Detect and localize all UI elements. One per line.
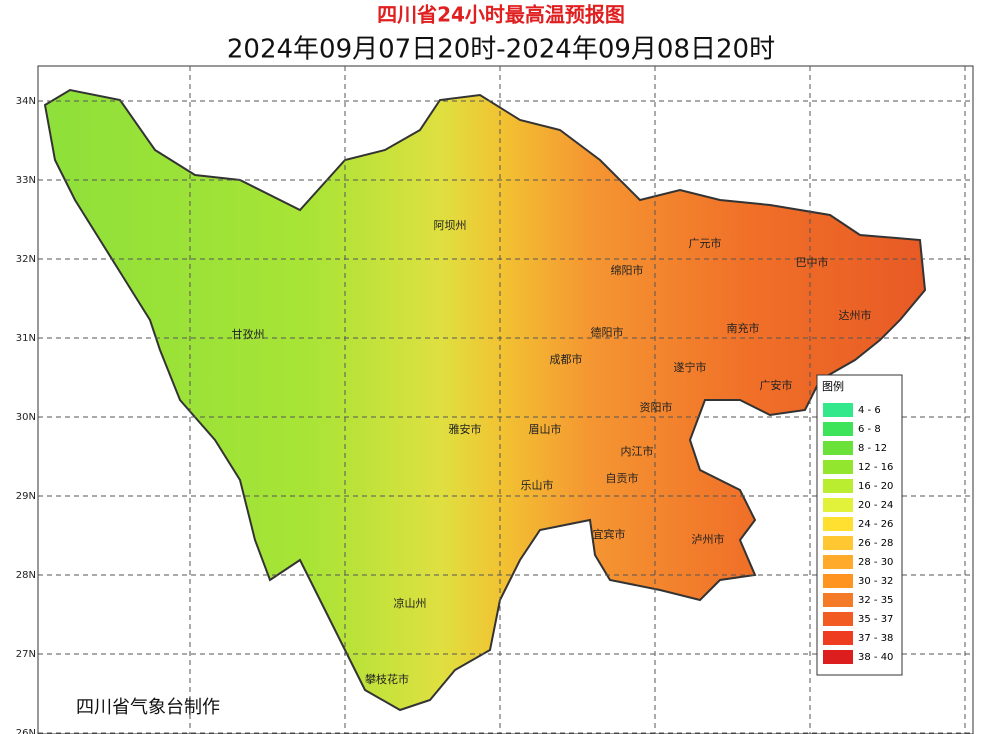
legend: 图例 4 - 6 6 - 8 8 - 12 12 - 16 16 - 20 20 - 24… [816,374,903,676]
city-label: 乐山市 [521,478,554,492]
title: 四川省24小时最高温预报图 [377,3,625,27]
lat-label: 29N [16,491,36,502]
city-label: 眉山市 [529,422,562,436]
city-label: 广元市 [689,236,722,250]
legend-label: 38 - 40 [858,652,893,663]
city-label: 达州市 [839,308,872,322]
legend-label: 28 - 30 [858,557,893,568]
legend-swatch [823,460,853,474]
city-label: 遂宁市 [674,360,707,374]
city-labels: 阿坝州 甘孜州 广元市 巴中市 绵阳市 达州市 南充市 德阳市 成都市 遂宁市 … [232,218,872,686]
legend-swatch [823,593,853,607]
city-label: 资阳市 [640,400,673,414]
city-label: 广安市 [760,378,793,392]
legend-label: 16 - 20 [858,481,893,492]
lat-label: 34N [16,96,36,107]
legend-swatch [823,441,853,455]
legend-swatch [823,422,853,436]
city-label: 内江市 [621,444,654,458]
legend-swatch [823,403,853,417]
legend-label: 37 - 38 [858,633,893,644]
city-label: 成都市 [550,352,583,366]
legend-title: 图例 [822,379,844,393]
sichuan-region [43,88,927,712]
city-label: 攀枝花市 [365,672,409,686]
lat-label: 32N [16,254,36,265]
legend-label: 26 - 28 [858,538,893,549]
lat-label: 33N [16,175,36,186]
city-label: 巴中市 [796,255,829,269]
legend-label: 4 - 6 [858,405,881,416]
city-label: 雅安市 [449,422,482,436]
legend-swatch [823,631,853,645]
city-label: 德阳市 [591,325,624,339]
legend-swatch [823,650,853,664]
city-label: 凉山州 [394,596,427,610]
legend-swatch [823,498,853,512]
legend-label: 6 - 8 [858,424,881,435]
legend-label: 20 - 24 [858,500,893,511]
legend-label: 30 - 32 [858,576,893,587]
city-label: 宜宾市 [593,527,626,541]
legend-swatch [823,555,853,569]
legend-label: 35 - 37 [858,614,893,625]
lat-label: 30N [16,412,36,423]
legend-label: 32 - 35 [858,595,893,606]
legend-items: 4 - 6 6 - 8 8 - 12 12 - 16 16 - 20 20 - 24 24 … [823,403,893,664]
legend-label: 24 - 26 [858,519,893,530]
lat-axis: 34N 33N 32N 31N 30N 29N 28N 27N 26N [16,96,36,734]
lat-label: 28N [16,570,36,581]
lat-label: 31N [16,333,36,344]
city-label: 泸州市 [692,532,725,546]
footer: 四川省气象台制作 [76,697,220,718]
city-label: 甘孜州 [232,327,265,341]
legend-swatch [823,574,853,588]
legend-label: 8 - 12 [858,443,887,454]
city-label: 绵阳市 [611,263,644,277]
city-label: 阿坝州 [434,218,467,232]
grid [38,66,973,734]
city-label: 自贡市 [606,471,639,485]
city-label: 南充市 [727,321,760,335]
legend-swatch [823,612,853,626]
subtitle: 2024年09月07日20时-2024年09月08日20时 [227,35,775,65]
legend-swatch [823,517,853,531]
legend-swatch [823,479,853,493]
lat-label: 27N [16,649,36,660]
legend-swatch [823,536,853,550]
legend-label: 12 - 16 [858,462,893,473]
lat-label: 26N [16,728,36,734]
